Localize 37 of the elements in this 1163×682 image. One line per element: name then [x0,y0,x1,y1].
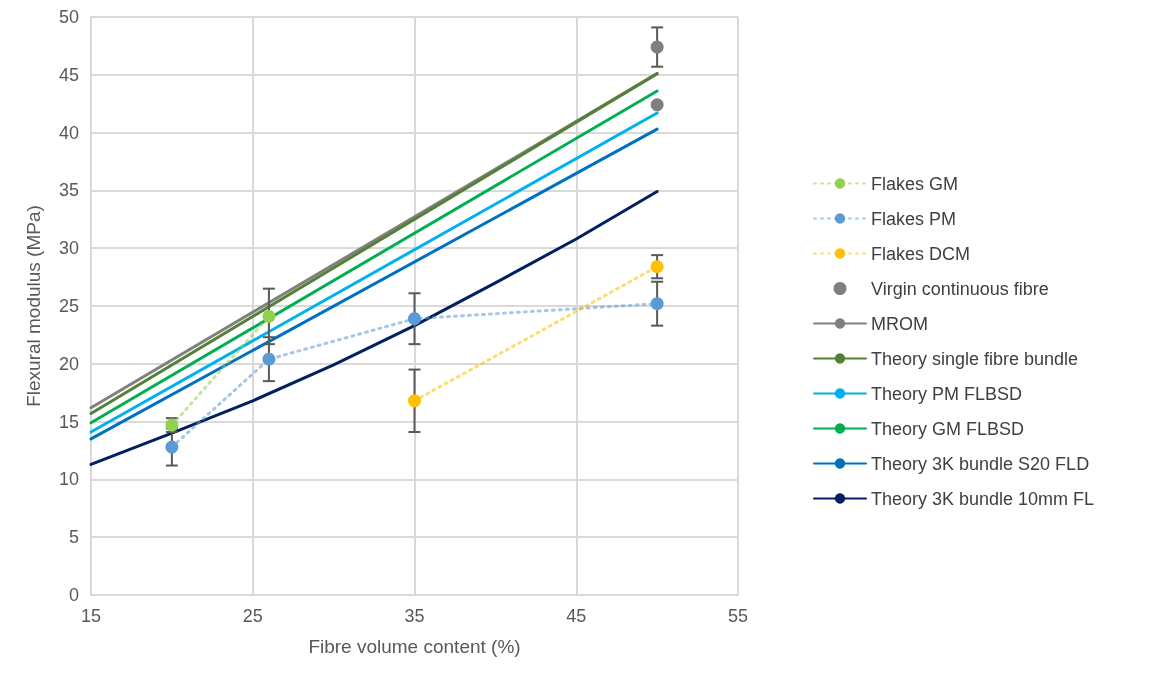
point [650,297,664,311]
y-tick-label: 35 [58,180,79,201]
legend-label: Theory GM FLBSD [871,418,1025,439]
legend-label: Theory 3K bundle S20 FLD [871,453,1090,474]
y-tick-label: 45 [58,64,79,85]
legend-label: Theory PM FLBSD [871,383,1023,404]
x-tick-label: 35 [404,606,425,626]
point [262,352,276,366]
x-tick-label: 25 [242,606,263,626]
x-axis-title: Fibre volume content (%) [308,636,521,657]
point [408,312,421,326]
point [165,440,179,454]
legend-label: Flakes DCM [871,243,971,264]
legend-label: Theory single fibre bundle [871,348,1079,369]
y-tick-label: 10 [58,469,79,490]
point [408,394,421,408]
x-tick-label: 45 [566,606,587,626]
point [650,260,664,274]
legend-label: Theory 3K bundle 10mm FL [871,488,1095,509]
y-tick-label: 50 [58,7,79,27]
y-tick-label: 25 [58,296,79,316]
legend-label: MROM [871,313,928,334]
y-tick-label: 30 [58,238,79,259]
y-tick-label: 15 [58,411,79,432]
y-tick-label: 5 [68,527,79,548]
point [650,98,664,112]
line-series [89,190,659,466]
point [650,40,664,54]
point [262,309,276,323]
legend-label: Virgin continuous fibre [871,278,1049,299]
y-tick-label: 0 [68,585,79,605]
y-axis-title: Flexural modulus (MPa) [23,205,44,407]
legend-label: Flakes PM [871,208,957,229]
y-tick-label: 20 [58,353,79,374]
x-tick-label: 55 [727,606,749,626]
legend-label: Flakes GM [871,173,959,194]
y-tick-label: 40 [58,122,79,143]
